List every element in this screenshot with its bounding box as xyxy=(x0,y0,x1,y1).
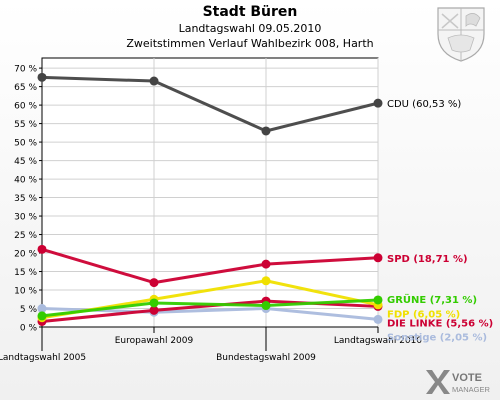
end-label-spd: SPD (18,71 %) xyxy=(387,254,468,265)
data-point-spd xyxy=(261,259,271,269)
grid-layer xyxy=(41,57,379,328)
end-label-fdp: FDP (6,05 %) xyxy=(387,310,460,321)
data-point-cdu xyxy=(149,76,159,86)
plot-area xyxy=(41,57,379,328)
data-point-gr-ne xyxy=(149,298,159,308)
end-label-die-linke: DIE LINKE (5,56 %) xyxy=(387,318,493,329)
logo-text-vote: VOTE xyxy=(452,372,482,384)
series-line-cdu xyxy=(41,75,379,133)
x-tick-label: Landtagswahl 2005 xyxy=(0,353,86,363)
coat-of-arms-icon xyxy=(437,7,485,62)
data-point-gr-ne xyxy=(373,295,383,305)
data-point-gr-ne xyxy=(37,311,47,321)
label-layer: CDU (60,53 %) SPD (18,71 %) GRÜNE (7,31 %)… xyxy=(387,99,493,343)
y-tick-label: 10 % xyxy=(14,287,37,297)
y-tick-label: 35 % xyxy=(14,194,37,204)
y-tick-label: 60 % xyxy=(14,102,37,112)
logo-text-manager: MANAGER xyxy=(452,385,491,394)
data-point-sonstige xyxy=(373,314,383,324)
data-point-gr-ne xyxy=(261,301,271,311)
series-line-spd xyxy=(41,247,379,285)
y-tick-label: 65 % xyxy=(14,83,37,93)
data-point-spd xyxy=(373,253,383,263)
chart-subtitle-district: Zweitstimmen Verlauf Wahlbezirk 008, Har… xyxy=(126,37,374,50)
end-label-cdu: CDU (60,53 %) xyxy=(387,99,461,110)
x-tick-label: Europawahl 2009 xyxy=(115,336,194,346)
y-tick-label: 70 % xyxy=(14,65,37,75)
y-tick-label: 20 % xyxy=(14,250,37,260)
x-tick-label: Bundestagswahl 2009 xyxy=(216,353,316,363)
y-tick-label: 55 % xyxy=(14,120,37,130)
y-tick-label: 45 % xyxy=(14,157,37,167)
data-point-spd xyxy=(37,244,47,254)
series-layer xyxy=(37,72,383,326)
axis-layer: 0 % 5 % 10 % 15 % 20 % 25 % 30 % 35 % 40 % 45 % 50… xyxy=(0,58,422,363)
y-tick-label: 15 % xyxy=(14,268,37,278)
data-point-fdp xyxy=(261,276,271,286)
data-point-cdu xyxy=(37,72,47,82)
votemanager-logo: VOTE MANAGER xyxy=(426,370,491,394)
y-tick-label: 0 % xyxy=(20,324,38,334)
end-label-sonstige: Sonstige (2,05 %) xyxy=(387,332,487,343)
chart-title: Stadt Büren xyxy=(202,4,298,20)
data-point-spd xyxy=(149,278,159,288)
y-tick-label: 5 % xyxy=(20,305,38,315)
y-tick-label: 30 % xyxy=(14,213,37,223)
data-point-sonstige xyxy=(37,304,47,314)
x-tick-label: Landtagswahl 2010 xyxy=(334,336,423,346)
data-point-cdu xyxy=(261,126,271,136)
data-point-cdu xyxy=(373,98,383,108)
series-line-gr-ne xyxy=(41,298,379,318)
votemanager-x-icon xyxy=(426,370,450,394)
y-tick-label: 40 % xyxy=(14,176,37,186)
end-label-gr-ne: GRÜNE (7,31 %) xyxy=(387,292,477,306)
data-point-die-linke xyxy=(149,305,159,315)
y-tick-label: 50 % xyxy=(14,139,37,149)
y-tick-label: 25 % xyxy=(14,231,37,241)
chart-subtitle-election: Landtagswahl 09.05.2010 xyxy=(178,22,322,35)
